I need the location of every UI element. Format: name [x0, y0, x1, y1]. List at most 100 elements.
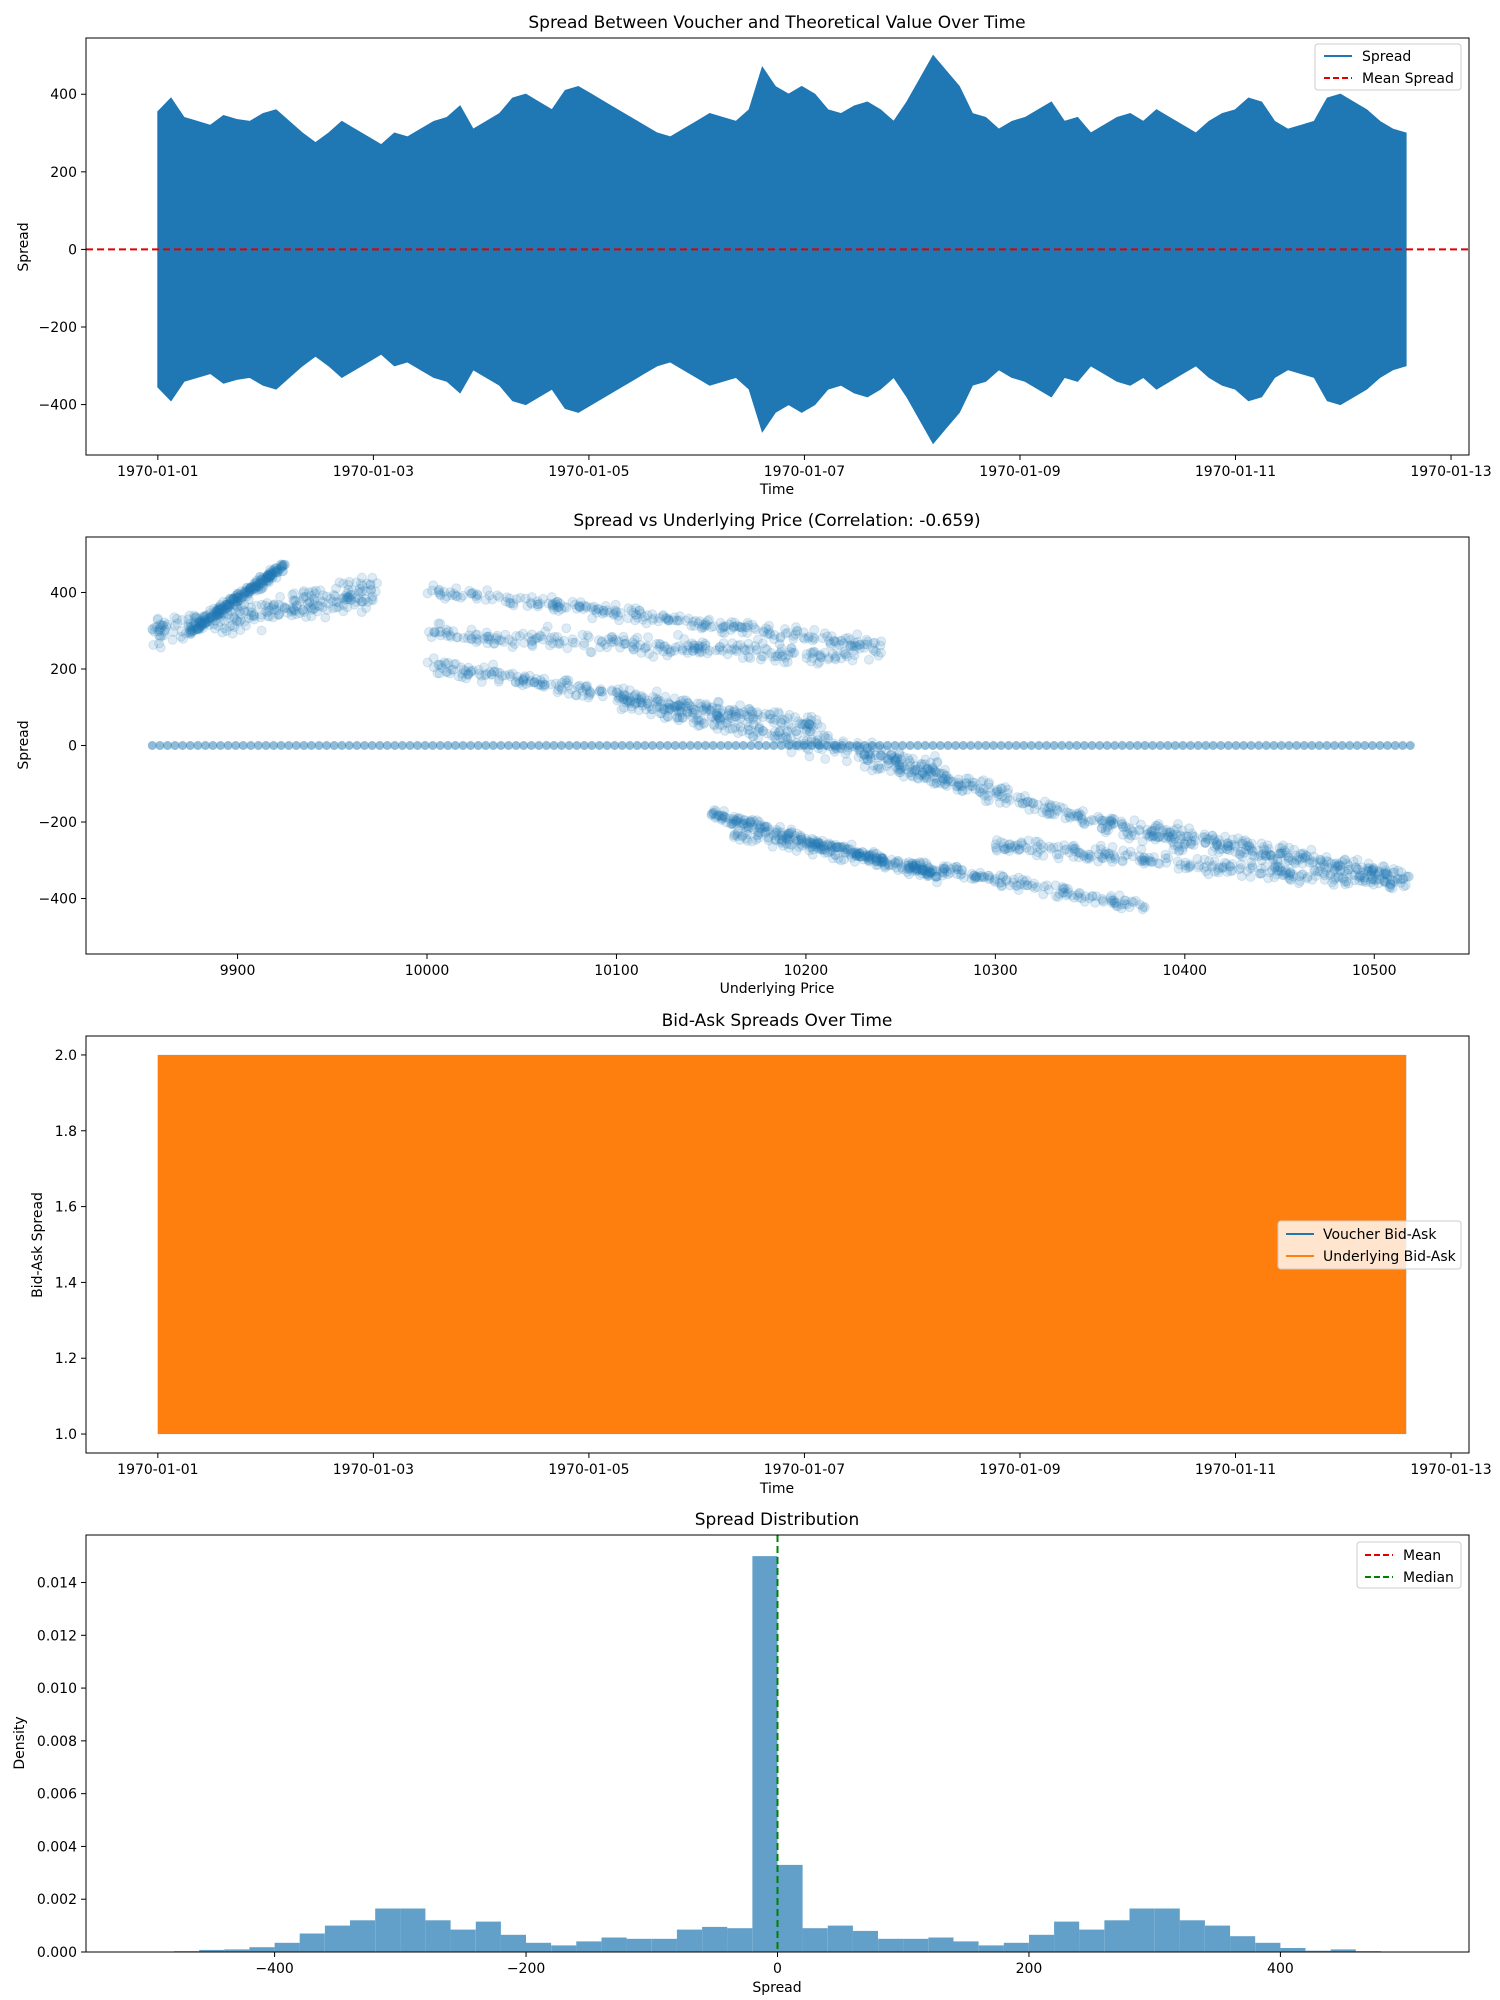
data-point [766, 648, 777, 658]
histogram-bar [526, 1942, 552, 1952]
data-point [220, 600, 231, 611]
data-point [303, 602, 314, 613]
data-point [294, 596, 305, 607]
data-point [441, 591, 452, 602]
data-point [312, 606, 323, 617]
data-point [719, 622, 729, 633]
data-point [1050, 880, 1061, 891]
data-point [220, 604, 231, 615]
y-axis-label: Bid-Ask Spread [30, 1192, 46, 1298]
data-point [223, 599, 234, 610]
data-point [204, 613, 215, 624]
data-point [281, 603, 292, 614]
data-point [978, 784, 989, 794]
data-point [715, 617, 726, 628]
data-point [547, 600, 558, 610]
data-point [175, 631, 186, 642]
data-point [309, 588, 320, 599]
data-point [248, 609, 259, 620]
data-point [213, 604, 224, 615]
data-point [230, 606, 241, 617]
data-point [199, 615, 210, 626]
data-point [356, 596, 367, 607]
data-point [253, 581, 264, 592]
data-point [351, 577, 362, 588]
x-tick-label: 10400 [1163, 963, 1208, 979]
data-point [782, 627, 793, 638]
data-point [1137, 904, 1148, 915]
data-point [648, 651, 659, 662]
data-point [798, 632, 809, 643]
data-point [227, 620, 238, 631]
data-point [1349, 870, 1360, 881]
data-point [194, 624, 204, 635]
data-point [190, 618, 201, 629]
data-point [743, 620, 754, 630]
data-point [571, 690, 581, 701]
data-point [222, 609, 233, 620]
data-point [252, 576, 263, 587]
data-point [1062, 888, 1073, 899]
data-point [265, 564, 276, 575]
data-point [325, 593, 336, 604]
data-point [623, 613, 634, 624]
y-tick-label: 200 [50, 165, 77, 181]
data-point [286, 604, 296, 615]
data-point [505, 598, 516, 609]
data-point [228, 593, 239, 604]
data-point [598, 605, 609, 616]
data-point [158, 620, 169, 631]
data-point [212, 609, 223, 620]
data-point [342, 602, 353, 613]
data-point [737, 623, 748, 633]
data-point [1067, 841, 1078, 852]
data-point [232, 595, 243, 606]
data-point [217, 605, 228, 616]
data-point [1107, 841, 1118, 852]
data-point [435, 589, 446, 600]
data-point [1173, 863, 1184, 874]
data-point [780, 628, 791, 639]
y-tick-label: −400 [39, 398, 77, 414]
y-tick-label: 200 [50, 662, 77, 678]
data-point [242, 587, 253, 598]
data-point [199, 613, 210, 624]
data-point [849, 638, 860, 648]
data-point [353, 593, 364, 604]
data-point [762, 629, 773, 640]
data-point [328, 596, 338, 607]
data-point [218, 596, 229, 607]
data-point [269, 604, 280, 615]
data-point [940, 764, 950, 775]
data-point [330, 591, 341, 601]
data-point [445, 587, 456, 598]
data-point [218, 602, 229, 612]
data-point [210, 615, 221, 626]
data-point [648, 613, 659, 624]
data-point [450, 590, 461, 601]
data-point [674, 611, 685, 622]
data-point [235, 625, 246, 636]
data-point [239, 588, 250, 599]
data-point [845, 640, 856, 651]
data-point [331, 583, 341, 594]
data-point [200, 612, 211, 622]
data-point [804, 751, 815, 762]
data-point [586, 602, 597, 613]
data-point [204, 620, 215, 630]
x-tick-label: 400 [1267, 1961, 1294, 1977]
data-point [298, 591, 309, 602]
data-point [641, 618, 652, 629]
data-point [195, 617, 206, 628]
data-point [694, 645, 704, 656]
data-point [202, 616, 213, 627]
data-point [306, 611, 317, 622]
data-point [854, 851, 865, 862]
data-point [1329, 874, 1340, 885]
data-point [289, 596, 300, 606]
data-point [244, 588, 255, 598]
data-point [265, 568, 276, 579]
data-point [819, 628, 830, 639]
data-point [690, 704, 701, 715]
data-point [449, 588, 460, 599]
